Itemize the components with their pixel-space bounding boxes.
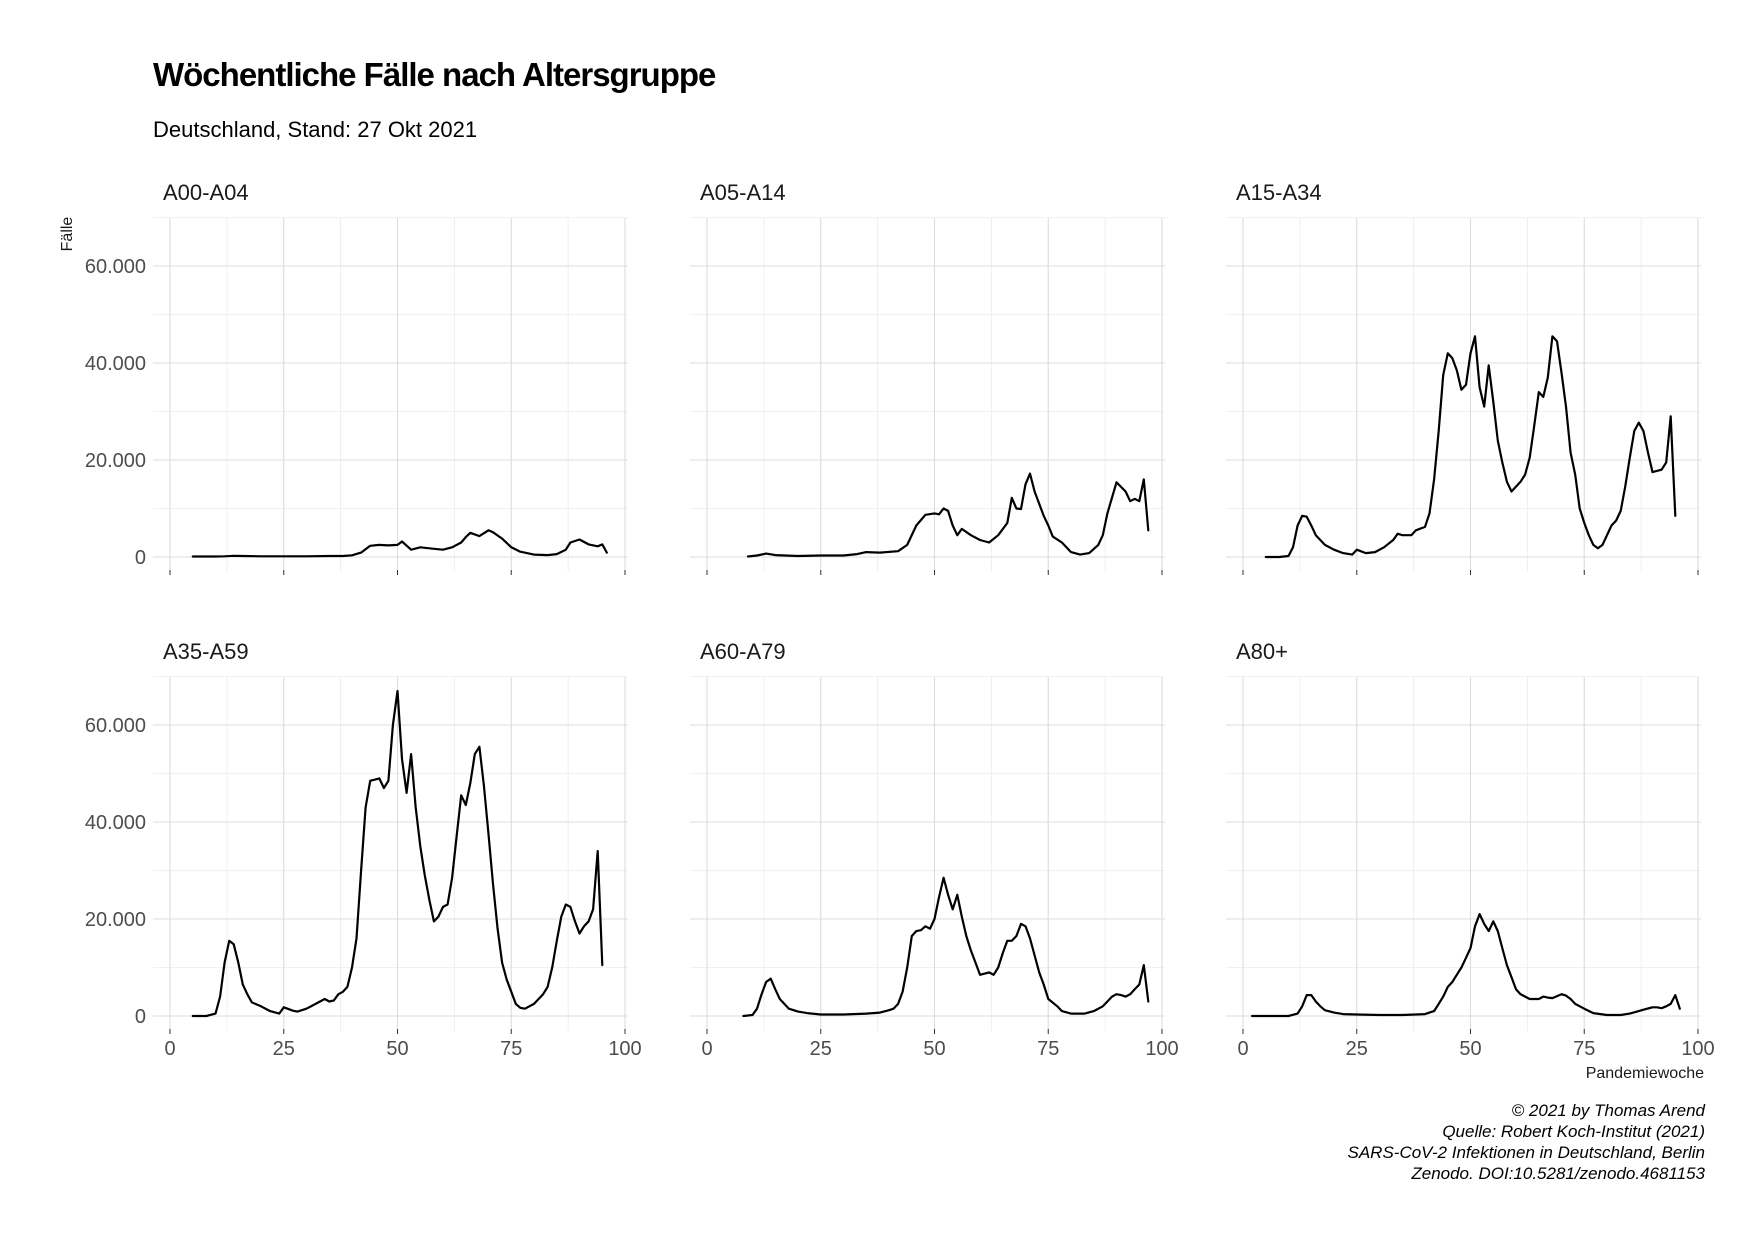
facet-label-a00-a04: A00-A04 <box>163 180 249 205</box>
panel-a05-a14: A05-A14 <box>690 180 1165 575</box>
caption-line-3: SARS-CoV-2 Infektionen in Deutschland, B… <box>1347 1143 1706 1162</box>
panel-a35-a59: A35-A59 0 20.000 40.000 60.000 0 25 50 75 100 <box>85 639 642 1060</box>
series-line-a60-a79 <box>742 876 1150 1018</box>
x-tick-label: 0 <box>1237 1038 1248 1060</box>
y-tick-label: 40.000 <box>85 812 146 834</box>
caption-line-1: © 2021 by Thomas Arend <box>1511 1101 1705 1120</box>
x-tick-label: 100 <box>1145 1038 1178 1060</box>
panel-a80+: A80+ 0 25 50 75 100 <box>1226 639 1715 1060</box>
x-tick-label: 100 <box>1681 1038 1714 1060</box>
y-tick-label: 60.000 <box>85 256 146 278</box>
x-tick-label: 50 <box>386 1038 408 1060</box>
x-tick-label: 0 <box>164 1038 175 1060</box>
x-tick-label: 50 <box>1459 1038 1481 1060</box>
series-line-a35-a59 <box>191 689 604 1018</box>
facet-label-a80+: A80+ <box>1236 639 1288 664</box>
x-tick-label: 25 <box>810 1038 832 1060</box>
chart-subtitle: Deutschland, Stand: 27 Okt 2021 <box>153 117 478 142</box>
facet-label-a15-a34: A15-A34 <box>1236 180 1322 205</box>
panel-a60-a79: A60-A79 0 25 50 75 100 <box>690 639 1179 1060</box>
x-axis-title: Pandemiewoche <box>1586 1065 1704 1082</box>
chart-title: Wöchentliche Fälle nach Altersgruppe <box>153 56 716 93</box>
y-tick-label: 0 <box>135 547 146 569</box>
series-line-a05-a14 <box>746 472 1150 558</box>
y-tick-label: 60.000 <box>85 715 146 737</box>
x-tick-label: 0 <box>701 1038 712 1060</box>
y-axis-title: Fälle <box>59 217 76 252</box>
y-tick-label: 20.000 <box>85 909 146 931</box>
x-tick-label: 50 <box>923 1038 945 1060</box>
y-tick-label: 40.000 <box>85 353 146 375</box>
x-tick-label: 25 <box>1346 1038 1368 1060</box>
facet-label-a05-a14: A05-A14 <box>700 180 786 205</box>
x-tick-label: 100 <box>608 1038 641 1060</box>
caption-line-2: Quelle: Robert Koch-Institut (2021) <box>1442 1122 1705 1141</box>
panel-a00-a04: A00-A04 0 20.000 40.000 60.000 <box>85 180 628 575</box>
x-tick-label: 25 <box>273 1038 295 1060</box>
series-line-a00-a04 <box>191 529 608 558</box>
panel-a15-a34: A15-A34 <box>1226 180 1701 575</box>
x-tick-label: 75 <box>1573 1038 1595 1060</box>
caption: © 2021 by Thomas Arend Quelle: Robert Ko… <box>1348 1100 1706 1184</box>
series-line-a80+ <box>1251 913 1681 1018</box>
x-tick-label: 75 <box>500 1038 522 1060</box>
facet-label-a35-a59: A35-A59 <box>163 639 249 664</box>
y-tick-label: 20.000 <box>85 450 146 472</box>
y-tick-label: 0 <box>135 1006 146 1028</box>
facet-label-a60-a79: A60-A79 <box>700 639 786 664</box>
caption-line-4: Zenodo. DOI:10.5281/zenodo.4681153 <box>1411 1164 1705 1183</box>
series-line-a15-a34 <box>1264 335 1677 559</box>
x-tick-label: 75 <box>1037 1038 1059 1060</box>
